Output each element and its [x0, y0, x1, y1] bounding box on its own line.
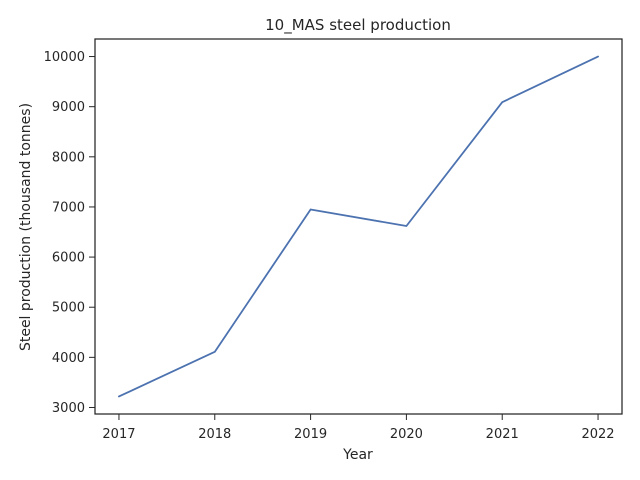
y-tick-label: 6000: [52, 251, 85, 266]
x-axis-ticks: 2017 2018 2019 2020 2021 2022: [102, 414, 615, 442]
y-tick-label: 5000: [52, 301, 85, 316]
y-tick-label: 8000: [52, 150, 85, 165]
chart-title: 10_MAS steel production: [265, 16, 451, 35]
y-tick-label: 4000: [52, 351, 85, 366]
plot-frame: [94, 38, 623, 415]
x-tick-label: 2022: [581, 427, 614, 442]
y-axis-ticks: 3000 4000 5000 6000 7000 8000 9000 10000: [44, 50, 95, 416]
y-tick-label: 9000: [52, 100, 85, 115]
series-group: [118, 55, 599, 398]
series-line: [118, 55, 599, 398]
x-tick-label: 2021: [486, 427, 519, 442]
y-tick-label: 3000: [52, 401, 85, 416]
x-tick-label: 2017: [102, 427, 135, 442]
y-tick-label: 7000: [52, 200, 85, 215]
x-tick-label: 2020: [390, 427, 423, 442]
y-axis-label: Steel production (thousand tonnes): [18, 103, 34, 351]
x-axis-label: Year: [342, 447, 373, 463]
x-tick-label: 2019: [294, 427, 327, 442]
x-tick-label: 2018: [198, 427, 231, 442]
y-tick-label: 10000: [44, 50, 85, 65]
